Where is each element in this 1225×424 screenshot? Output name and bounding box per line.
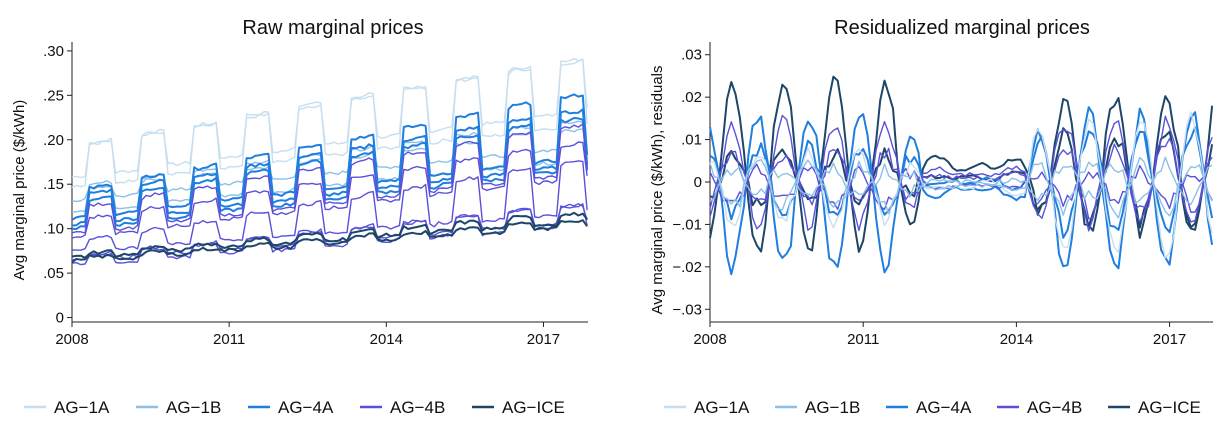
y-tick-label: .20 xyxy=(43,132,64,149)
y-axis-label: Avg marginal price ($/kWh), residuals xyxy=(649,66,666,315)
y-tick-label: −.03 xyxy=(672,301,702,318)
x-tick-label: 2008 xyxy=(55,331,88,348)
y-tick-label: .25 xyxy=(43,87,64,104)
legend-item: AG−4B xyxy=(360,398,445,417)
x-tick-label: 2011 xyxy=(213,331,245,348)
legend-item: AG−1A xyxy=(24,398,110,417)
series-line-ag-4a xyxy=(71,117,589,230)
series-line-ag-1b xyxy=(709,156,1213,206)
series-line-ag-4b xyxy=(71,203,588,266)
legend-label: AG−4B xyxy=(390,398,445,417)
y-tick-label: .03 xyxy=(681,47,702,64)
x-tick-label: 2017 xyxy=(527,331,560,348)
y-tick-label: 0 xyxy=(694,174,702,191)
legend-label: AG−4B xyxy=(1027,398,1082,417)
legend-left: AG−1A AG−1B AG−4A AG−4B AG−ICE xyxy=(24,398,565,417)
legend-item: AG−4A xyxy=(886,398,972,417)
x-tick-label: 2008 xyxy=(693,331,726,348)
y-tick-label: .01 xyxy=(681,132,702,149)
legend-item: AG−1B xyxy=(775,398,860,417)
legend-item: AG−4A xyxy=(248,398,334,417)
series-line-ag-4a xyxy=(71,108,589,227)
x-tick-label: 2014 xyxy=(1000,331,1033,348)
legend-right: AG−1A AG−1B AG−4A AG−4B AG−ICE xyxy=(664,398,1201,417)
legend-label: AG−4A xyxy=(278,398,334,417)
series-line-ag-1a xyxy=(709,111,1213,259)
legend-item: AG−4B xyxy=(997,398,1082,417)
legend-label: AG−1B xyxy=(166,398,221,417)
legend-item: AG−1B xyxy=(136,398,221,417)
series-line-ag-4b xyxy=(71,141,588,239)
legend-label: AG−1A xyxy=(54,398,110,417)
y-tick-label: .30 xyxy=(43,43,64,60)
legend-item: AG−ICE xyxy=(1108,398,1201,417)
chart-raw-prices: Raw marginal prices Avg marginal price (… xyxy=(11,17,589,348)
legend-label: AG−1B xyxy=(805,398,860,417)
series-line-ag-1a xyxy=(71,57,588,188)
y-tick-label: .02 xyxy=(681,89,702,106)
series-line-ag-4a xyxy=(71,93,589,221)
series-line-ag-ice xyxy=(71,211,588,259)
axes: 0 .05 .10 .15 .20 .25 .30 2008 2011 2014 2017 xyxy=(43,42,588,348)
legend-label: AG−ICE xyxy=(1138,398,1201,417)
x-tick-label: 2011 xyxy=(847,331,879,348)
legend-item: AG−1A xyxy=(664,398,750,417)
chart-title: Residualized marginal prices xyxy=(834,17,1090,39)
legend-label: AG−4A xyxy=(916,398,972,417)
series-line-ag-ice xyxy=(71,219,588,264)
legend-item: AG−ICE xyxy=(472,398,565,417)
y-tick-label: 0 xyxy=(56,310,64,327)
chart-title: Raw marginal prices xyxy=(242,17,423,39)
x-tick-label: 2017 xyxy=(1153,331,1186,348)
series-lines xyxy=(71,57,589,266)
series-line-ag-4b xyxy=(709,137,1213,220)
series-lines xyxy=(709,75,1214,276)
legend-label: AG−1A xyxy=(694,398,750,417)
y-tick-label: −.02 xyxy=(672,259,702,276)
y-tick-label: .15 xyxy=(43,176,64,193)
y-tick-label: .05 xyxy=(43,265,64,282)
y-tick-label: −.01 xyxy=(672,216,702,233)
chart-residualized-prices: Residualized marginal prices Avg margina… xyxy=(649,17,1214,348)
series-line-ag-4b xyxy=(71,123,588,234)
y-axis-label: Avg marginal price ($/kWh) xyxy=(11,100,28,281)
x-tick-label: 2014 xyxy=(370,331,403,348)
series-line-ag-1a xyxy=(71,58,588,179)
series-line-ag-4b xyxy=(71,160,588,251)
series-line-ag-4b xyxy=(709,114,1213,232)
legend-label: AG−ICE xyxy=(502,398,565,417)
y-tick-label: .10 xyxy=(43,221,64,238)
axes: −.03 −.02 −.01 0 .01 .02 .03 2008 2011 2014 2017 xyxy=(672,42,1213,348)
